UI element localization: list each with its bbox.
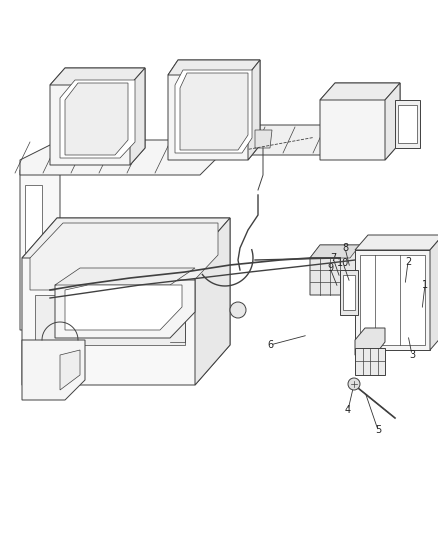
Polygon shape xyxy=(60,80,135,158)
Polygon shape xyxy=(168,60,260,160)
Ellipse shape xyxy=(409,291,421,309)
Polygon shape xyxy=(55,268,195,285)
Polygon shape xyxy=(25,185,42,310)
Polygon shape xyxy=(360,255,425,345)
Polygon shape xyxy=(310,245,360,295)
Polygon shape xyxy=(355,235,438,250)
Text: 6: 6 xyxy=(267,340,273,350)
Polygon shape xyxy=(195,218,230,385)
Polygon shape xyxy=(30,223,218,290)
Polygon shape xyxy=(20,170,60,330)
Polygon shape xyxy=(35,295,185,345)
Polygon shape xyxy=(343,275,355,310)
Polygon shape xyxy=(355,328,385,355)
Ellipse shape xyxy=(379,286,401,314)
Polygon shape xyxy=(430,235,438,350)
Polygon shape xyxy=(50,68,145,85)
Polygon shape xyxy=(355,250,430,350)
Text: 9: 9 xyxy=(327,263,333,273)
Ellipse shape xyxy=(354,286,376,314)
Polygon shape xyxy=(20,140,220,175)
Polygon shape xyxy=(320,83,400,100)
Polygon shape xyxy=(220,125,395,155)
Text: 3: 3 xyxy=(409,350,415,360)
Polygon shape xyxy=(355,348,385,375)
Polygon shape xyxy=(310,245,360,258)
Polygon shape xyxy=(395,100,420,148)
Ellipse shape xyxy=(50,302,170,342)
Polygon shape xyxy=(168,60,260,75)
Text: 10: 10 xyxy=(337,258,349,268)
Polygon shape xyxy=(22,218,230,385)
Polygon shape xyxy=(180,73,248,150)
Text: 7: 7 xyxy=(330,253,336,263)
Polygon shape xyxy=(60,350,80,390)
Polygon shape xyxy=(50,68,145,165)
Circle shape xyxy=(348,378,360,390)
Text: 4: 4 xyxy=(345,405,351,415)
Text: 5: 5 xyxy=(375,425,381,435)
Polygon shape xyxy=(55,280,195,338)
Ellipse shape xyxy=(404,286,426,314)
Polygon shape xyxy=(398,105,417,143)
Polygon shape xyxy=(22,340,85,400)
Polygon shape xyxy=(65,285,182,330)
Polygon shape xyxy=(175,70,252,153)
Polygon shape xyxy=(385,83,400,160)
Ellipse shape xyxy=(384,291,396,309)
Polygon shape xyxy=(130,68,145,165)
Polygon shape xyxy=(248,60,260,160)
Polygon shape xyxy=(255,130,272,148)
Text: 8: 8 xyxy=(342,243,348,253)
Polygon shape xyxy=(320,83,400,160)
Polygon shape xyxy=(22,218,230,258)
Polygon shape xyxy=(340,270,358,315)
Ellipse shape xyxy=(358,291,371,309)
Polygon shape xyxy=(65,83,128,155)
Text: 1: 1 xyxy=(422,280,428,290)
Text: 2: 2 xyxy=(405,257,411,267)
Circle shape xyxy=(230,302,246,318)
